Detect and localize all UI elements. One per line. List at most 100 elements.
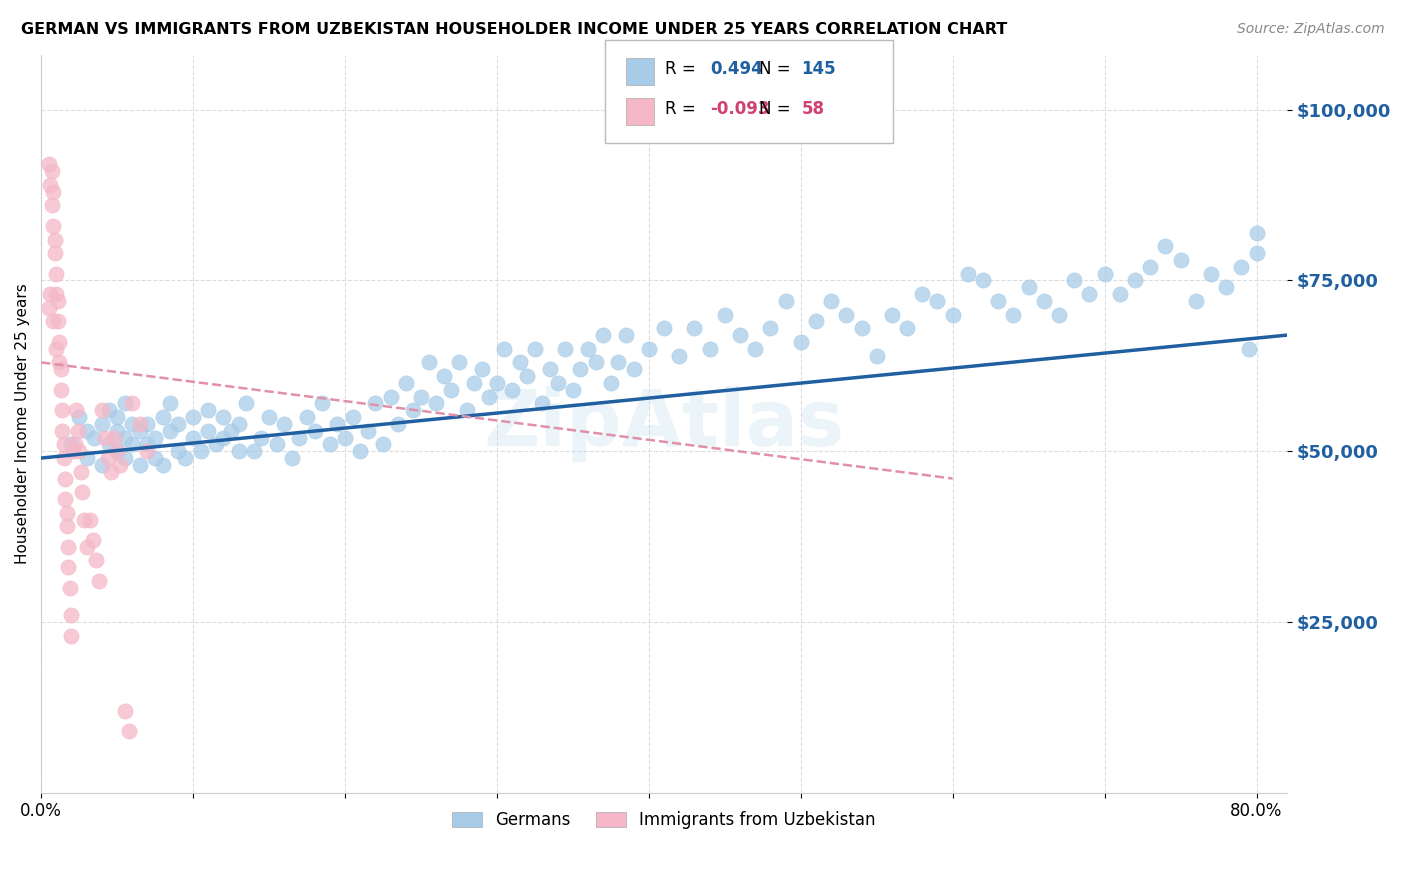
Point: [60, 608, 83, 623]
Point: [987, 293, 1010, 308]
Point: [174, 450, 197, 465]
Point: [56, 506, 79, 520]
Point: [114, 704, 136, 718]
Point: [58, 560, 80, 574]
Point: [143, 450, 166, 465]
Point: [38, 157, 60, 171]
Point: [554, 342, 576, 356]
Point: [1002, 308, 1025, 322]
Point: [55, 491, 77, 506]
Text: N =: N =: [759, 60, 790, 78]
Point: [41, 198, 63, 212]
Point: [257, 410, 280, 425]
Point: [45, 342, 67, 356]
Point: [128, 417, 150, 431]
Point: [105, 410, 128, 425]
Point: [41, 164, 63, 178]
Text: 0.494: 0.494: [710, 60, 763, 78]
Point: [1154, 239, 1177, 253]
Point: [90, 458, 112, 472]
Point: [880, 308, 903, 322]
Point: [569, 362, 592, 376]
Point: [1032, 293, 1054, 308]
Point: [136, 437, 159, 451]
Point: [1094, 267, 1116, 281]
Point: [288, 431, 311, 445]
Point: [66, 424, 89, 438]
Point: [97, 450, 120, 465]
Point: [159, 424, 181, 438]
Point: [212, 410, 235, 425]
Point: [972, 273, 994, 287]
Point: [38, 301, 60, 315]
Point: [387, 417, 409, 431]
Point: [166, 444, 188, 458]
Point: [956, 267, 979, 281]
Point: [463, 376, 485, 390]
Point: [304, 424, 326, 438]
Point: [623, 362, 645, 376]
Point: [90, 403, 112, 417]
Text: GERMAN VS IMMIGRANTS FROM UZBEKISTAN HOUSEHOLDER INCOME UNDER 25 YEARS CORRELATI: GERMAN VS IMMIGRANTS FROM UZBEKISTAN HOU…: [21, 22, 1007, 37]
Point: [728, 328, 751, 343]
Point: [197, 424, 219, 438]
Point: [418, 355, 440, 369]
Point: [108, 458, 131, 472]
Point: [69, 465, 91, 479]
Point: [395, 376, 418, 390]
Point: [1108, 287, 1130, 301]
Point: [509, 355, 531, 369]
Point: [357, 424, 380, 438]
Point: [804, 314, 827, 328]
Point: [1018, 280, 1040, 294]
Point: [585, 355, 607, 369]
Point: [166, 417, 188, 431]
Point: [364, 396, 387, 410]
Point: [501, 383, 523, 397]
Point: [60, 629, 83, 643]
Text: R =: R =: [665, 100, 696, 118]
Point: [103, 431, 125, 445]
Point: [911, 287, 934, 301]
Point: [118, 724, 141, 739]
Point: [67, 444, 90, 458]
Point: [281, 450, 304, 465]
Point: [42, 219, 65, 233]
Point: [1230, 260, 1253, 274]
Text: N =: N =: [759, 100, 790, 118]
Point: [76, 424, 98, 438]
Point: [235, 396, 257, 410]
Point: [49, 362, 72, 376]
Point: [759, 321, 782, 335]
Point: [45, 287, 67, 301]
Point: [87, 574, 110, 588]
Point: [699, 342, 721, 356]
Point: [52, 450, 75, 465]
Point: [1123, 273, 1146, 287]
Point: [82, 533, 104, 547]
Point: [52, 437, 75, 451]
Point: [67, 410, 90, 425]
Point: [181, 431, 204, 445]
Point: [333, 431, 356, 445]
Point: [136, 417, 159, 431]
Point: [652, 321, 675, 335]
Point: [205, 437, 228, 451]
Point: [319, 437, 342, 451]
Point: [592, 328, 614, 343]
Point: [478, 390, 501, 404]
Point: [42, 314, 65, 328]
Point: [295, 410, 318, 425]
Point: [128, 458, 150, 472]
Point: [942, 308, 965, 322]
Point: [1063, 273, 1085, 287]
Point: [42, 185, 65, 199]
Point: [121, 396, 143, 410]
Point: [46, 314, 69, 328]
Point: [371, 437, 394, 451]
Point: [63, 437, 86, 451]
Point: [62, 444, 84, 458]
Point: [90, 417, 112, 431]
Point: [471, 362, 494, 376]
Point: [576, 342, 599, 356]
